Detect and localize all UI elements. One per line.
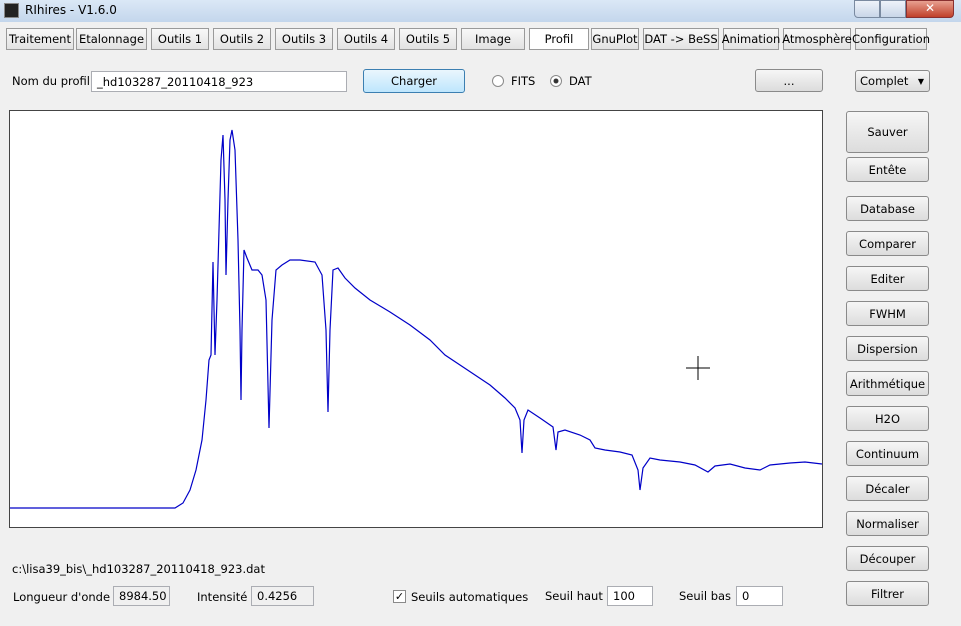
- side-button[interactable]: Sauver: [846, 111, 929, 153]
- profile-input[interactable]: _hd103287_20110418_923: [91, 71, 347, 92]
- maximize-button[interactable]: [880, 0, 906, 18]
- intensity-label: Intensité :: [197, 590, 255, 604]
- side-button[interactable]: Arithmétique: [846, 371, 929, 396]
- dat-radio[interactable]: [550, 75, 562, 87]
- profile-label: Nom du profil :: [12, 74, 98, 88]
- load-button[interactable]: Charger: [363, 69, 465, 93]
- wavelength-field: 8984.50: [113, 586, 170, 606]
- side-button[interactable]: Database: [846, 196, 929, 221]
- tab[interactable]: Image: [461, 28, 525, 50]
- dropdown-arrow: ▼: [917, 76, 924, 86]
- tab[interactable]: Atmosphère: [782, 28, 852, 50]
- mode-value: Complet: [860, 74, 909, 88]
- app-icon: [4, 3, 19, 18]
- auto-threshold-checkbox[interactable]: ✓: [393, 590, 406, 603]
- tab[interactable]: Configuration: [852, 28, 930, 50]
- browse-button[interactable]: ...: [755, 69, 823, 92]
- fits-radio[interactable]: [492, 75, 504, 87]
- tab[interactable]: Profil: [529, 28, 589, 50]
- side-button[interactable]: Editer: [846, 266, 929, 291]
- tab[interactable]: DAT -> BeSS: [643, 28, 719, 50]
- tab[interactable]: Etalonnage: [76, 28, 147, 50]
- side-button[interactable]: Normaliser: [846, 511, 929, 536]
- side-button[interactable]: Filtrer: [846, 581, 929, 606]
- side-button[interactable]: Décaler: [846, 476, 929, 501]
- low-threshold-field[interactable]: 0: [736, 586, 783, 606]
- close-button[interactable]: ✕: [906, 0, 954, 18]
- mode-dropdown[interactable]: Complet ▼: [855, 70, 930, 92]
- auto-threshold-label: Seuils automatiques: [411, 590, 529, 604]
- high-threshold-label: Seuil haut :: [545, 589, 611, 603]
- side-button[interactable]: Continuum: [846, 441, 929, 466]
- spectrum-line: [10, 129, 822, 509]
- tab[interactable]: Outils 5: [399, 28, 457, 50]
- side-button[interactable]: H2O: [846, 406, 929, 431]
- side-button[interactable]: FWHM: [846, 301, 929, 326]
- tab[interactable]: Outils 1: [151, 28, 209, 50]
- side-button[interactable]: Comparer: [846, 231, 929, 256]
- tab[interactable]: Outils 4: [337, 28, 395, 50]
- title-bar: RIhires - V1.6.0 ✕: [0, 0, 961, 22]
- intensity-field: 0.4256: [251, 586, 314, 606]
- spectrum-svg: [10, 129, 822, 509]
- dat-label: DAT: [569, 74, 592, 88]
- file-path: c:\lisa39_bis\_hd103287_20110418_923.dat: [12, 562, 265, 576]
- window-title: RIhires - V1.6.0: [25, 3, 117, 17]
- tab[interactable]: Outils 3: [275, 28, 333, 50]
- low-threshold-label: Seuil bas :: [679, 589, 739, 603]
- side-button[interactable]: Entête: [846, 157, 929, 182]
- spectrum-group: [10, 129, 822, 509]
- high-threshold-field[interactable]: 100: [607, 586, 653, 606]
- tab[interactable]: Animation: [722, 28, 780, 50]
- wavelength-label: Longueur d'onde :: [13, 590, 118, 604]
- minimize-button[interactable]: [854, 0, 880, 18]
- side-button[interactable]: Découper: [846, 546, 929, 571]
- tab[interactable]: Traitement: [6, 28, 74, 50]
- side-button[interactable]: Dispersion: [846, 336, 929, 361]
- tab[interactable]: GnuPlot: [591, 28, 639, 50]
- tab[interactable]: Outils 2: [213, 28, 271, 50]
- spectrum-plot[interactable]: [9, 110, 823, 528]
- fits-label: FITS: [511, 74, 536, 88]
